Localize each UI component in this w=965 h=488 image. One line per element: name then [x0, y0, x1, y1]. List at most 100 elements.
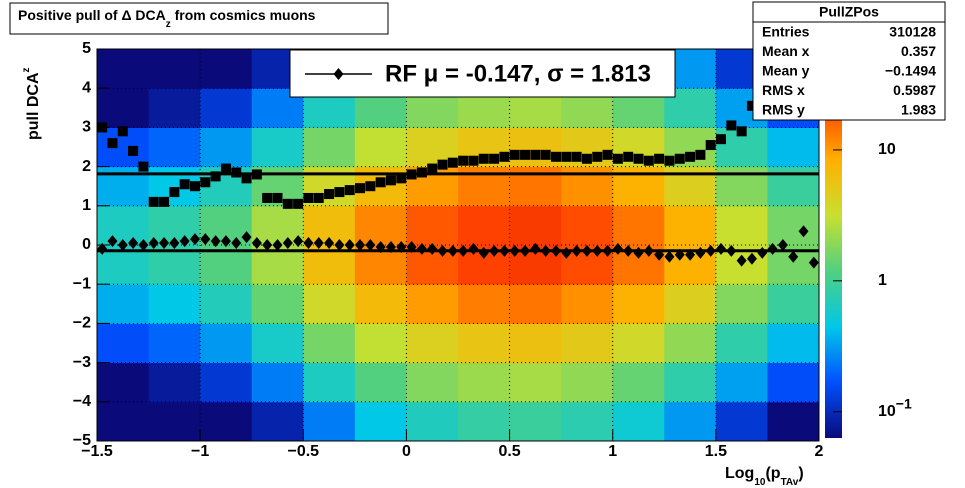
heat-cell — [715, 284, 768, 324]
profile-square — [128, 145, 139, 156]
heat-cell — [148, 362, 201, 403]
profile-square — [623, 151, 634, 162]
heat-cell — [148, 88, 201, 128]
profile-diamond — [97, 242, 108, 255]
profile-diamond — [726, 244, 737, 257]
heat-cell — [406, 362, 459, 403]
heat-cell — [303, 401, 356, 442]
profile-square — [355, 183, 366, 194]
y-tick-label: 2 — [82, 158, 91, 175]
heat-cell — [406, 401, 459, 442]
heat-cell — [251, 284, 304, 324]
heat-cell — [97, 362, 150, 403]
profile-square — [643, 155, 654, 166]
x-tick-label: 0.5 — [498, 443, 520, 460]
profile-square — [489, 153, 500, 164]
profile-diamond — [241, 231, 252, 244]
profile-square — [396, 173, 407, 184]
profile-square — [365, 181, 376, 192]
stats-value: −0.1494 — [885, 63, 936, 79]
heat-cell — [458, 362, 511, 403]
profile-square — [416, 167, 427, 178]
profile-diamond — [282, 237, 293, 250]
profile-diamond — [159, 237, 170, 250]
profile-diamond — [169, 237, 180, 250]
heat-cell — [664, 284, 717, 324]
profile-square — [520, 149, 531, 160]
x-tick-label: 2 — [815, 443, 824, 460]
profile-diamond — [571, 244, 582, 257]
profile-diamond — [468, 242, 479, 255]
profile-square — [251, 169, 262, 180]
profile-square — [746, 100, 757, 111]
stats-key: Mean y — [762, 63, 810, 79]
profile-square — [272, 192, 283, 203]
heat-cell — [148, 401, 201, 442]
heat-cell — [303, 323, 356, 364]
heat-cell — [354, 362, 407, 403]
profile-square — [726, 120, 737, 131]
profile-diamond — [200, 233, 211, 246]
profile-diamond — [375, 240, 386, 253]
heat-cell — [612, 362, 665, 403]
profile-diamond — [612, 242, 623, 255]
stats-value: 1.983 — [901, 102, 936, 118]
x-label-mid: (p — [765, 465, 780, 482]
x-tick-label: 1.5 — [705, 443, 727, 460]
profile-diamond — [416, 242, 427, 255]
profile-square — [685, 151, 696, 162]
profile-square — [736, 126, 747, 137]
profile-square — [581, 153, 592, 164]
profile-diamond — [385, 240, 396, 253]
stats-key: RMS y — [762, 102, 805, 118]
heat-cell — [458, 284, 511, 324]
y-tick-label: 4 — [82, 79, 91, 96]
stats-key: RMS x — [762, 82, 805, 98]
profile-square — [375, 177, 386, 188]
x-label-main: Log — [725, 465, 754, 482]
heat-cell — [509, 205, 562, 246]
heat-cell — [200, 88, 253, 128]
heat-cell — [767, 284, 820, 324]
profile-square — [437, 159, 448, 170]
heat-cell — [97, 284, 150, 324]
title-box — [9, 2, 389, 35]
x-axis-label: Log10(pTAv) — [725, 465, 804, 487]
profile-diamond — [478, 246, 489, 259]
heat-cell — [509, 362, 562, 403]
heat-cell — [509, 401, 562, 442]
profile-diamond — [365, 239, 376, 251]
profile-square — [220, 163, 231, 174]
profile-square — [530, 149, 541, 160]
profile-square — [189, 181, 200, 192]
profile-square — [138, 161, 149, 172]
profile-diamond — [716, 242, 727, 255]
heat-cell — [612, 284, 665, 324]
profile-square — [179, 179, 190, 190]
profile-square — [427, 163, 438, 174]
z-tick-label: 1 — [878, 272, 887, 289]
profile-square — [674, 153, 685, 164]
stats-value: 0.5987 — [893, 82, 936, 98]
heat-cell — [200, 401, 253, 442]
heat-cell — [612, 401, 665, 442]
profile-square — [468, 155, 479, 166]
heat-cell — [148, 127, 201, 168]
profile-square — [117, 126, 128, 137]
profile-square — [550, 151, 561, 162]
heat-cell — [303, 127, 356, 168]
heat-cell — [561, 205, 614, 246]
profile-diamond — [550, 244, 561, 257]
profile-square — [406, 169, 417, 180]
profile-square — [200, 177, 211, 188]
profile-square — [654, 153, 665, 164]
profile-diamond — [220, 235, 231, 248]
x-tick-label: 1 — [608, 443, 617, 460]
z-tick-label: 10−1 — [878, 395, 912, 420]
heat-cell — [664, 323, 717, 364]
heat-cell — [251, 401, 304, 442]
heat-cell — [767, 362, 820, 403]
profile-diamond — [489, 244, 500, 257]
profile-diamond — [757, 246, 768, 259]
